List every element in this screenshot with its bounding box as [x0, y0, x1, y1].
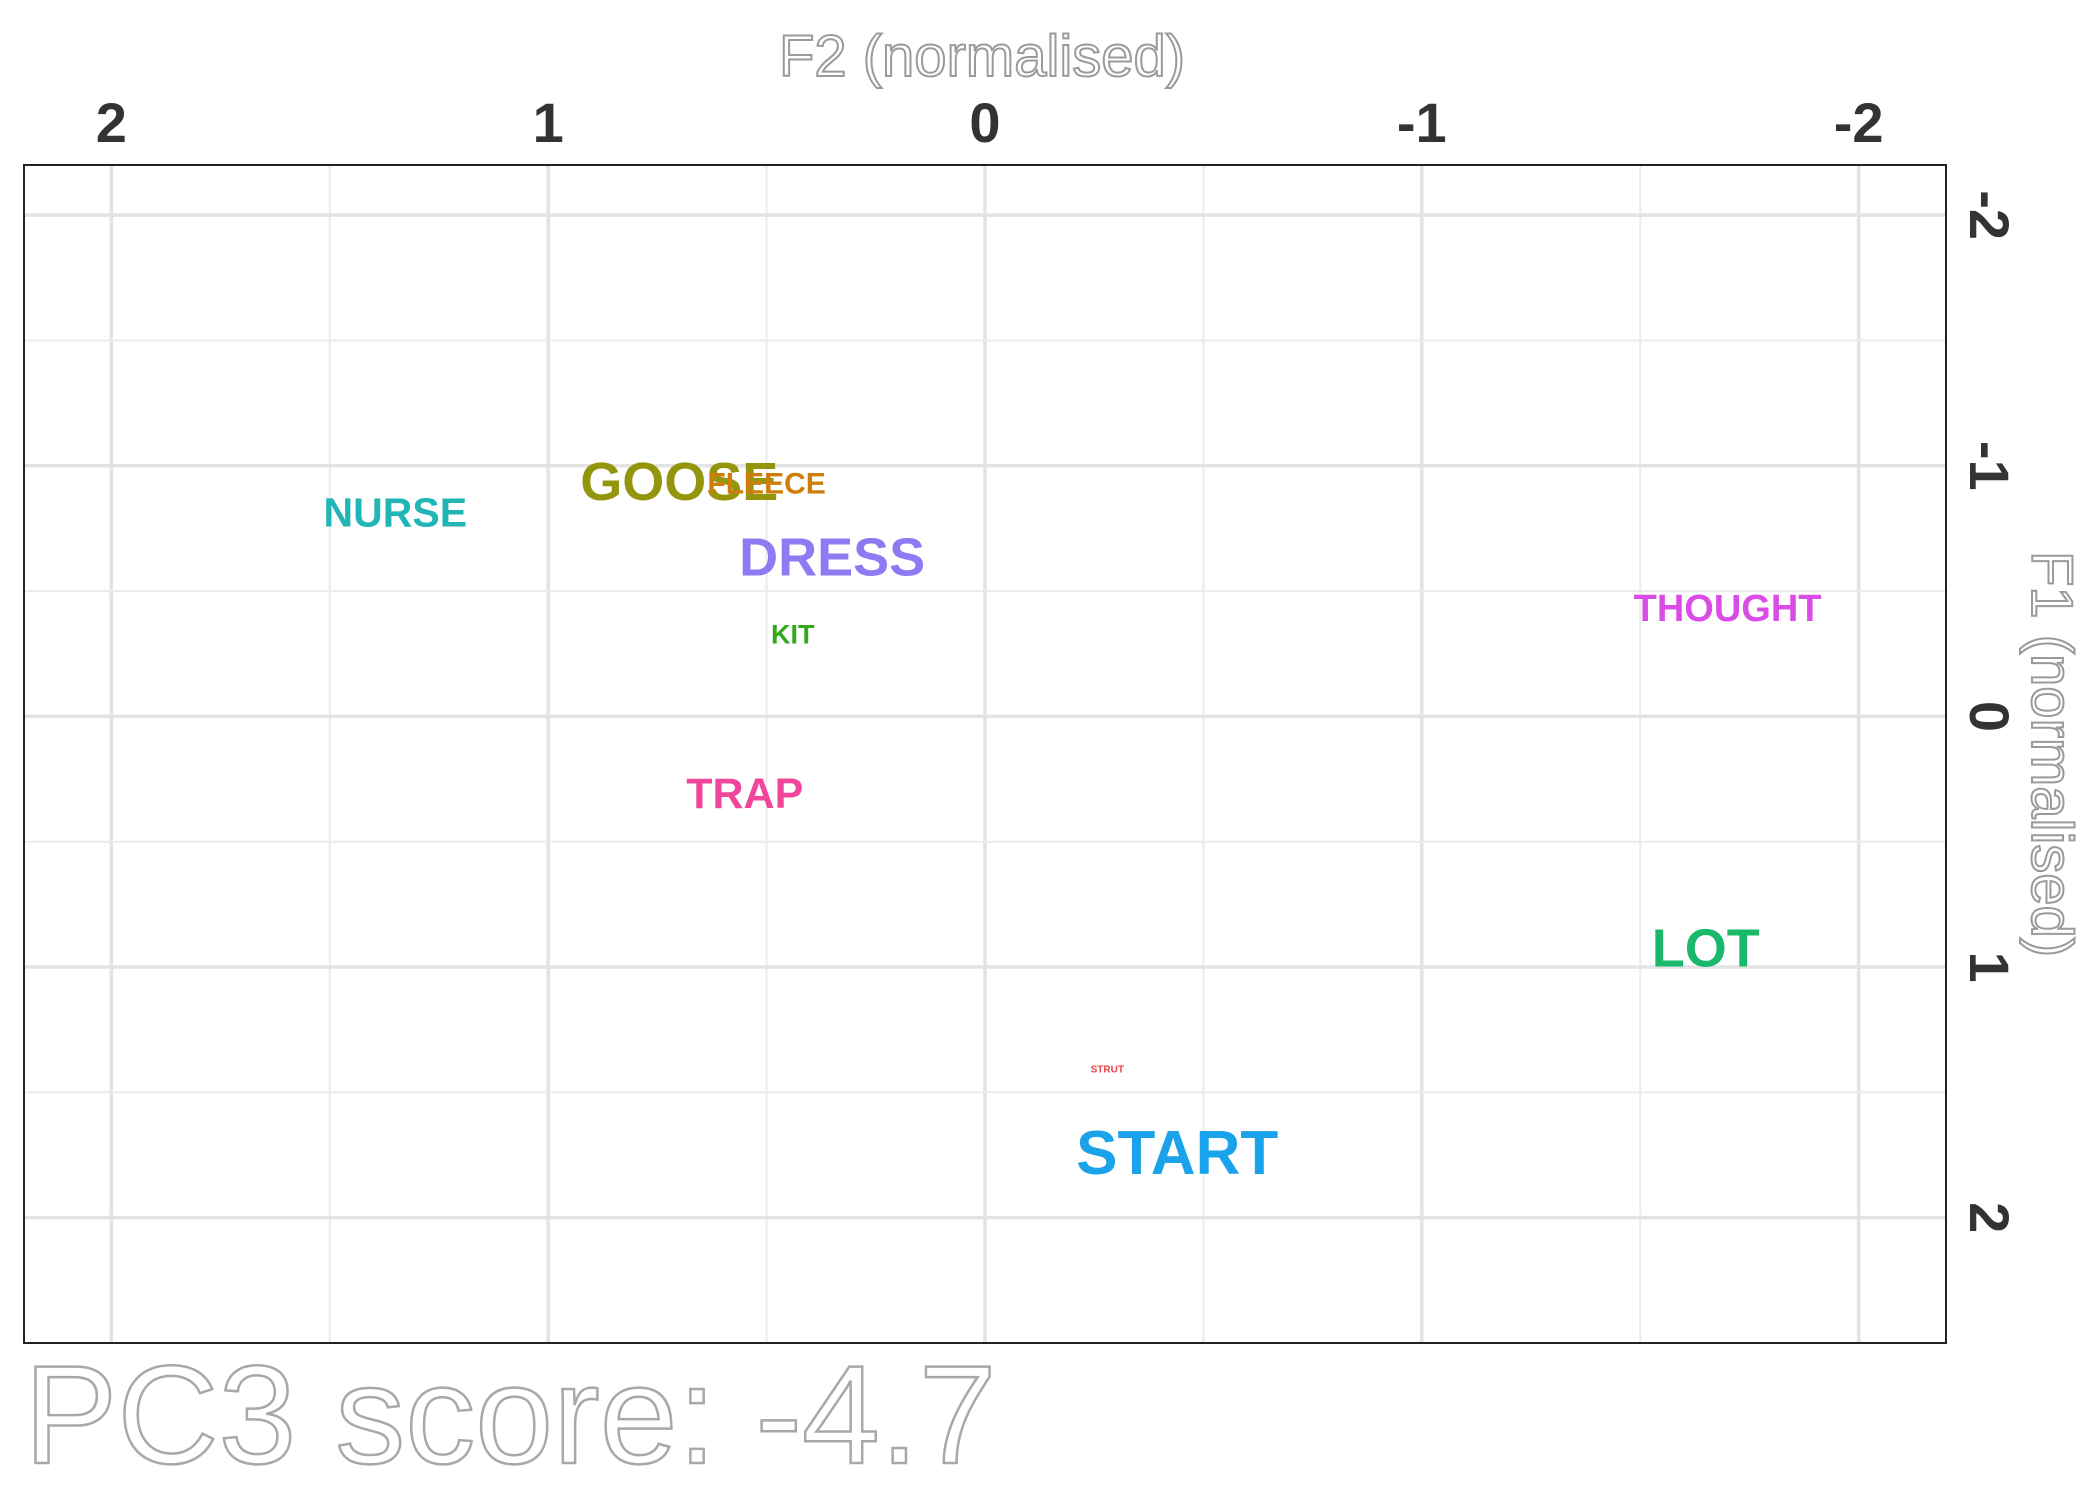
vowel-label-kit: KIT [771, 619, 815, 649]
x-axis-title: F2 (normalised) [779, 24, 1185, 89]
x-tick-label: -1 [1397, 91, 1447, 154]
plot-panel-border [23, 164, 1947, 1344]
x-tick-label: -2 [1834, 91, 1884, 154]
x-tick-label: 2 [96, 91, 127, 154]
y-axis-title: F1 (normalised) [2019, 551, 2084, 957]
vowel-label-fleece: FLEECE [707, 468, 825, 501]
vowel-label-dress: DRESS [739, 527, 925, 587]
vowel-label-nurse: NURSE [324, 490, 468, 536]
pc3-score-caption: PC3 score: -4.7 [24, 1336, 997, 1493]
vowel-label-lot: LOT [1652, 918, 1760, 978]
x-tick-label: 1 [533, 91, 564, 154]
y-tick-label: 0 [1958, 701, 2021, 732]
x-axis-tick-labels: 2 1 0 -1 -2 [96, 91, 1884, 154]
vowel-label-strut: STRUT [1091, 1064, 1124, 1075]
y-tick-label: -1 [1958, 441, 2021, 491]
y-tick-label: 2 [1958, 1202, 2021, 1233]
vowel-label-goose: GOOSE [580, 452, 778, 512]
y-tick-label: -2 [1958, 190, 2021, 240]
x-tick-label: 0 [969, 91, 1000, 154]
grid [24, 165, 1946, 1343]
vowel-label-trap: TRAP [686, 770, 803, 818]
vowel-label-thought: THOUGHT [1634, 588, 1822, 630]
y-axis-tick-labels: -2 -1 0 1 2 [1958, 190, 2021, 1233]
y-tick-label: 1 [1958, 951, 2021, 982]
vowel-label-start: START [1076, 1119, 1278, 1188]
